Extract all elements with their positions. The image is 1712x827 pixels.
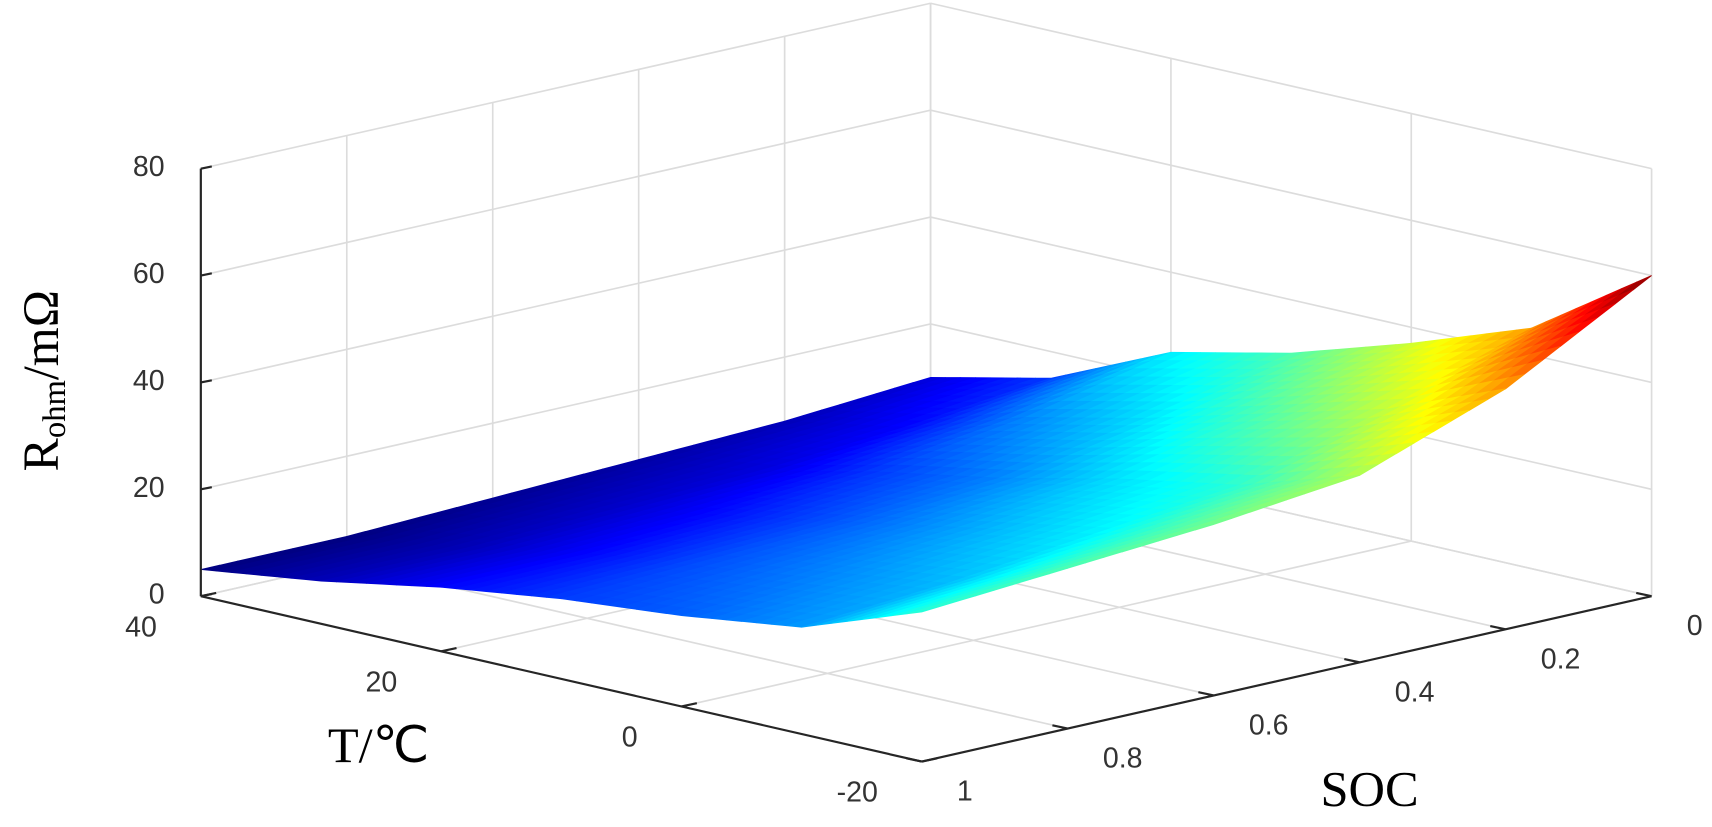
grid-line <box>200 109 931 277</box>
surface <box>200 275 1652 628</box>
surface-patch <box>1618 275 1652 297</box>
x-tick <box>440 647 457 653</box>
y-tick-label: 0.4 <box>1395 677 1435 709</box>
y-tick <box>1490 624 1506 631</box>
z-tick <box>200 272 213 277</box>
y-tick-label: 0 <box>1687 610 1703 642</box>
x-tick-label: -20 <box>837 777 878 809</box>
z-tick-label: 40 <box>133 365 165 397</box>
y-tick-label: 0.6 <box>1249 710 1289 742</box>
z-axis-label: Rohm/mΩ <box>12 290 72 471</box>
y-tick <box>906 757 923 763</box>
x-tick <box>681 702 698 708</box>
y-tick <box>1635 591 1652 598</box>
surface-patch <box>906 606 941 615</box>
x-tick <box>921 757 938 763</box>
x-axis-label: T/℃ <box>328 717 430 773</box>
z-tick-label: 20 <box>133 472 165 504</box>
z-label-sub: ohm <box>36 380 72 438</box>
y-tick-label: 0.2 <box>1541 643 1581 675</box>
z-label-main: R <box>12 438 68 472</box>
grid-line <box>200 323 931 491</box>
grid-line <box>346 562 1068 730</box>
y-tick <box>1344 658 1360 664</box>
y-tick-label: 1 <box>957 776 973 808</box>
z-tick-label: 80 <box>133 151 165 183</box>
grid-line <box>930 2 1652 170</box>
z-tick-label: 0 <box>149 579 165 611</box>
z-tick <box>200 379 213 384</box>
y-axis <box>921 595 1652 763</box>
x-tick-label: 0 <box>622 722 638 754</box>
x-tick <box>200 591 217 598</box>
x-tick-label: 20 <box>366 667 398 699</box>
z-tick-label: 60 <box>133 258 165 290</box>
grid-line <box>200 216 931 384</box>
x-tick-label: 40 <box>125 611 157 643</box>
y-tick-label: 0.8 <box>1103 743 1143 775</box>
z-tick <box>200 165 213 170</box>
y-tick <box>1052 724 1069 730</box>
x-axis <box>200 595 923 763</box>
grid-line <box>681 540 1412 708</box>
grid-line <box>200 2 931 170</box>
z-tick <box>200 486 213 491</box>
y-axis-label: SOC <box>1320 761 1418 817</box>
grid-line <box>930 109 1652 277</box>
y-tick <box>1198 691 1214 697</box>
z-label-unit: /mΩ <box>12 290 68 380</box>
